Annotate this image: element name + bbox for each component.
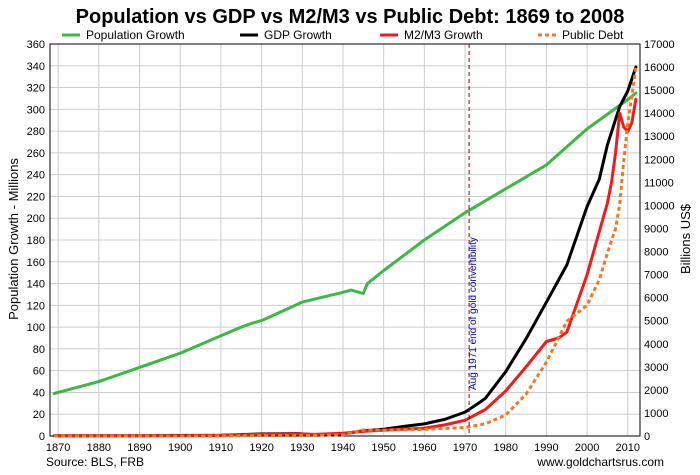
x-tick-label: 1880 — [87, 442, 111, 454]
y-tick-label-left: 320 — [27, 83, 45, 95]
x-tick-label: 1900 — [168, 442, 192, 454]
y-tick-label-right: 2000 — [644, 385, 668, 397]
y-tick-label-right: 14000 — [644, 108, 675, 120]
annotation-text: Aug 1971 end of gold convertibility — [468, 237, 479, 390]
y-axis-label-right: Billions US$ — [678, 203, 693, 274]
y-tick-label-left: 220 — [27, 191, 45, 203]
x-tick-label: 1910 — [209, 442, 233, 454]
y-tick-label-left: 180 — [27, 235, 45, 247]
y-tick-label-right: 1000 — [644, 408, 668, 420]
x-tick-label: 1980 — [493, 442, 517, 454]
series-line-population-growth — [52, 91, 638, 395]
y-tick-label-left: 0 — [39, 431, 45, 443]
y-tick-label-left: 40 — [33, 387, 45, 399]
grid-layer — [50, 43, 640, 437]
y-tick-label-right: 11000 — [644, 177, 674, 189]
y-tick-label-right: 3000 — [644, 362, 668, 374]
y-tick-label-right: 15000 — [644, 85, 675, 97]
y-tick-label-left: 20 — [33, 409, 45, 421]
x-tick-label: 1990 — [534, 442, 558, 454]
plot-frame — [49, 43, 641, 437]
x-tick-label: 1930 — [290, 442, 314, 454]
y-tick-label-right: 10000 — [644, 200, 675, 212]
series-line-m2-m3-growth — [52, 97, 638, 438]
x-tick-label: 1870 — [46, 442, 70, 454]
y-tick-label-left: 340 — [27, 61, 45, 73]
y-tick-label-right: 8000 — [644, 247, 668, 259]
y-tick-label-left: 160 — [27, 257, 45, 269]
x-tick-label: 1920 — [249, 442, 273, 454]
y-tick-label-right: 7000 — [644, 270, 668, 282]
source-text: Source: BLS, FRB — [46, 455, 144, 469]
annotation-layer: Aug 1971 end of gold convertibility — [468, 44, 479, 436]
legend-label: Population Growth — [86, 28, 185, 42]
series-layer — [52, 65, 638, 438]
legend-label: GDP Growth — [264, 28, 332, 42]
y-tick-label-left: 240 — [27, 170, 45, 182]
y-tick-label-left: 260 — [27, 148, 45, 160]
x-tick-label: 2000 — [575, 442, 599, 454]
y-tick-label-left: 360 — [27, 39, 45, 51]
y-axis-label-left: Population Growth - Millions — [6, 158, 21, 320]
series-line-public-debt — [54, 66, 638, 438]
y-tick-label-right: 4000 — [644, 339, 668, 351]
y-tick-label-left: 300 — [27, 104, 45, 116]
y-tick-label-right: 12000 — [644, 154, 675, 166]
y-tick-label-right: 6000 — [644, 293, 668, 305]
y-tick-label-right: 5000 — [644, 316, 668, 328]
axis-layer: 0 20 40 60 80 100 120 140 160 180 200 220 240 260 280 3… — [27, 39, 675, 454]
x-tick-label: 2010 — [616, 442, 640, 454]
y-tick-label-right: 13000 — [644, 131, 675, 143]
x-tick-label: 1970 — [453, 442, 477, 454]
y-tick-label-right: 16000 — [644, 62, 675, 74]
y-tick-label-left: 80 — [33, 344, 45, 356]
y-tick-label-left: 60 — [33, 366, 45, 378]
y-tick-label-left: 200 — [27, 213, 45, 225]
y-tick-label-left: 120 — [27, 300, 45, 312]
y-tick-label-right: 17000 — [644, 39, 675, 51]
x-tick-label: 1960 — [412, 442, 436, 454]
y-tick-label-left: 100 — [27, 322, 45, 334]
y-tick-label-left: 280 — [27, 126, 45, 138]
legend-label: Public Debt — [562, 28, 624, 42]
legend-label: M2/M3 Growth — [404, 28, 483, 42]
x-tick-label: 1890 — [127, 442, 151, 454]
y-tick-label-right: 0 — [644, 431, 650, 443]
website-text: www.goldchartsrus.com — [536, 455, 664, 469]
x-tick-label: 1950 — [371, 442, 395, 454]
y-tick-label-right: 9000 — [644, 223, 668, 235]
legend: Population Growth GDP Growth M2/M3 Growth P… — [62, 28, 624, 42]
chart-title: Population vs GDP vs M2/M3 vs Public Deb… — [76, 6, 625, 28]
x-tick-label: 1940 — [331, 442, 355, 454]
y-tick-label-left: 140 — [27, 279, 45, 291]
